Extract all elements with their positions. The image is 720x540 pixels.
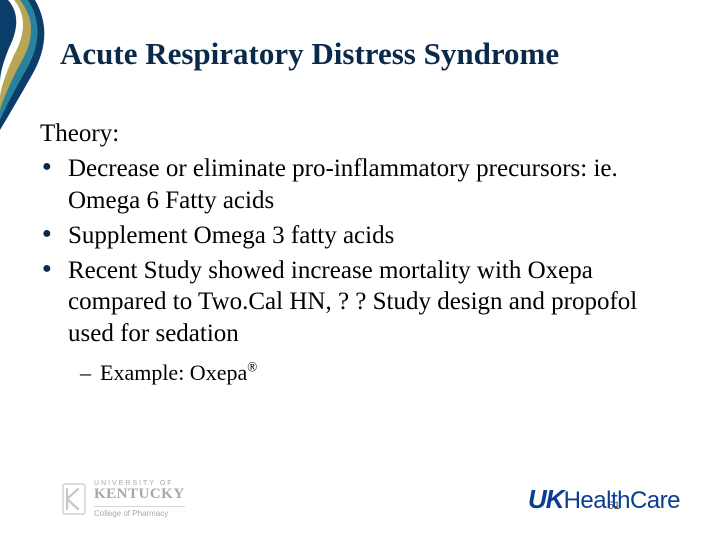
slide: Acute Respiratory Distress Syndrome Theo… (0, 0, 720, 540)
sub-item-text: Example: Oxepa (100, 360, 247, 385)
kentucky-mark-icon (60, 481, 88, 517)
uk-light-label: HealthCare (564, 487, 680, 514)
slide-body: Theory: Decrease or eliminate pro-inflam… (40, 118, 680, 386)
sub-item: Example: Oxepa® (80, 359, 680, 387)
kentucky-college-label: College of Pharmacy (94, 506, 185, 518)
slide-title: Acute Respiratory Distress Syndrome (60, 36, 680, 72)
theory-lead: Theory: (40, 118, 680, 149)
registered-icon: ® (247, 359, 257, 374)
bullet-list: Decrease or eliminate pro-inflammatory p… (40, 153, 680, 349)
sub-list: Example: Oxepa® (40, 359, 680, 387)
uk-bold-label: UK (528, 484, 564, 514)
bullet-item: Recent Study showed increase mortality w… (40, 255, 680, 349)
uk-healthcare-logo: UKHealthCare (528, 484, 680, 515)
kentucky-logo: UNIVERSITY OF KENTUCKY College of Pharma… (60, 480, 185, 518)
bullet-item: Decrease or eliminate pro-inflammatory p… (40, 153, 680, 216)
bullet-item: Supplement Omega 3 fatty acids (40, 220, 680, 251)
kentucky-main-label: KENTUCKY (94, 487, 185, 502)
kentucky-text: UNIVERSITY OF KENTUCKY College of Pharma… (94, 480, 185, 518)
